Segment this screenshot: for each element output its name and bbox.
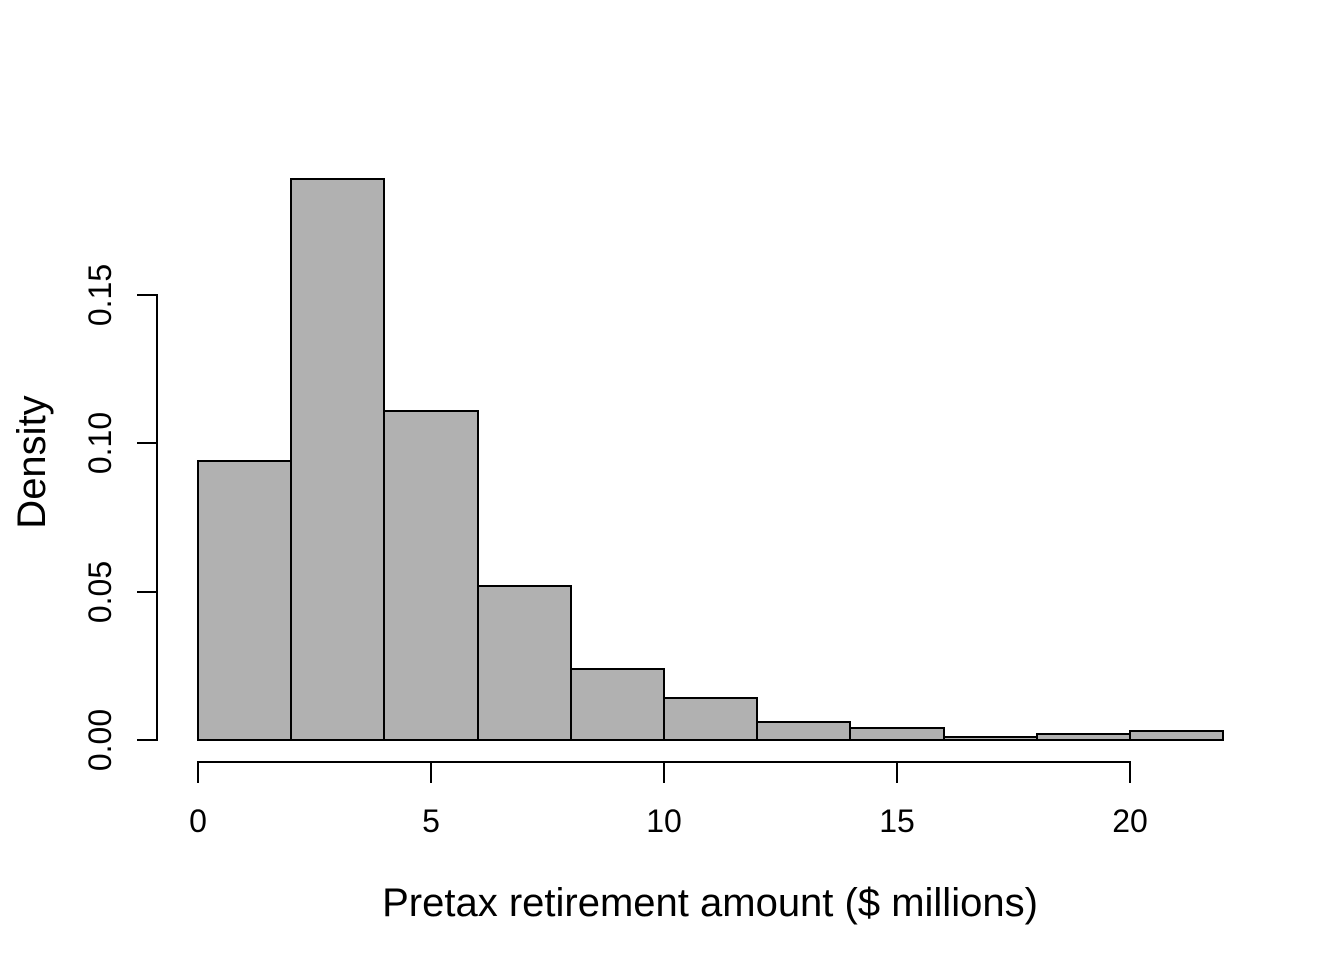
histogram-bar: [663, 697, 759, 741]
histogram-bar: [476, 584, 572, 741]
y-axis-tick: [137, 590, 157, 593]
x-tick-label: 15: [879, 803, 915, 839]
x-tick-label: 20: [1112, 803, 1148, 839]
y-tick-label: 0.05: [82, 560, 118, 623]
y-tick-label: 0.15: [82, 263, 118, 327]
histogram-bar: [290, 178, 386, 741]
histogram-bar: [197, 460, 293, 741]
x-axis-tick: [197, 762, 199, 783]
x-tick-label: 5: [422, 803, 440, 839]
histogram-bar: [1129, 730, 1225, 741]
x-axis-tick: [663, 762, 665, 783]
histogram-bar: [383, 409, 479, 741]
y-axis-line: [156, 293, 158, 741]
y-tick-label: 0.10: [82, 412, 118, 475]
x-axis-tick: [430, 762, 432, 783]
y-axis-tick: [137, 442, 157, 445]
y-tick-label: 0.00: [82, 708, 118, 772]
histogram-bar: [756, 721, 852, 741]
histogram-bar: [1035, 733, 1131, 741]
x-axis-tick: [896, 762, 898, 783]
x-tick-label: 0: [189, 803, 207, 839]
x-axis-title: Pretax retirement amount ($ millions): [382, 881, 1038, 925]
y-axis-tick: [137, 293, 157, 296]
x-tick-label: 10: [646, 803, 682, 839]
y-axis-tick: [137, 739, 157, 741]
histogram-bar: [849, 727, 945, 741]
x-axis-tick: [1129, 762, 1131, 783]
histogram-bar: [569, 667, 665, 741]
histogram-bar: [942, 736, 1038, 741]
y-axis-title: Density: [10, 395, 54, 529]
